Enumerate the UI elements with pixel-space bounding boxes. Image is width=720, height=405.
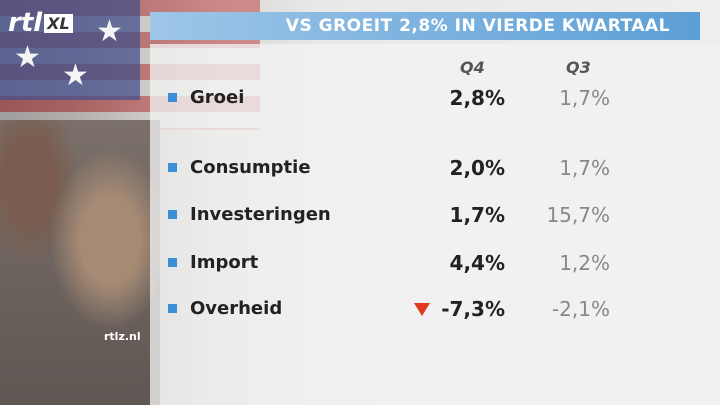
q4-value: 4,4% xyxy=(449,251,505,275)
row-label: Import xyxy=(190,252,259,273)
bullet xyxy=(168,210,177,219)
logo-main: rtl xyxy=(8,8,43,38)
table-row: Import 4,4% 1,2% xyxy=(150,243,720,283)
logo-sub: XL xyxy=(44,14,73,33)
row-label: Overheid xyxy=(190,298,283,319)
q3-value: 1,2% xyxy=(559,251,610,275)
bullet xyxy=(168,163,177,172)
down-arrow xyxy=(414,303,430,316)
star: ★ xyxy=(96,14,123,49)
q4-value: 2,8% xyxy=(449,86,505,110)
title-bar: VS GROEIT 2,8% IN VIERDE KWARTAAL xyxy=(150,12,700,40)
q4-value: 1,7% xyxy=(449,203,505,227)
row-label: Groei xyxy=(190,87,245,108)
star: ★ xyxy=(14,40,41,75)
star: ★ xyxy=(62,58,89,93)
logo: rtl XL xyxy=(8,8,73,38)
table-row: Investeringen 1,7% 15,7% xyxy=(150,195,720,235)
watermark: rtlz.nl xyxy=(104,330,141,343)
q4-value: -7,3% xyxy=(441,297,505,321)
q4-value: 2,0% xyxy=(449,156,505,180)
table-row: Groei 2,8% 1,7% xyxy=(150,78,720,118)
row-label: Investeringen xyxy=(190,204,331,225)
q3-value: -2,1% xyxy=(551,297,610,321)
row-label: Consumptie xyxy=(190,157,311,178)
q3-value: 1,7% xyxy=(559,156,610,180)
table-row: Overheid -7,3% -2,1% xyxy=(150,289,720,329)
column-header: Q3 xyxy=(566,58,591,77)
q3-value: 15,7% xyxy=(546,203,610,227)
column-header: Q4 xyxy=(460,58,485,77)
q3-value: 1,7% xyxy=(559,86,610,110)
crowd-photo xyxy=(0,120,160,405)
bullet xyxy=(168,93,177,102)
bullet xyxy=(168,258,177,267)
title: VS GROEIT 2,8% IN VIERDE KWARTAAL xyxy=(285,16,670,36)
table-panel xyxy=(150,44,720,405)
bullet xyxy=(168,304,177,313)
table-row: Consumptie 2,0% 1,7% xyxy=(150,148,720,188)
